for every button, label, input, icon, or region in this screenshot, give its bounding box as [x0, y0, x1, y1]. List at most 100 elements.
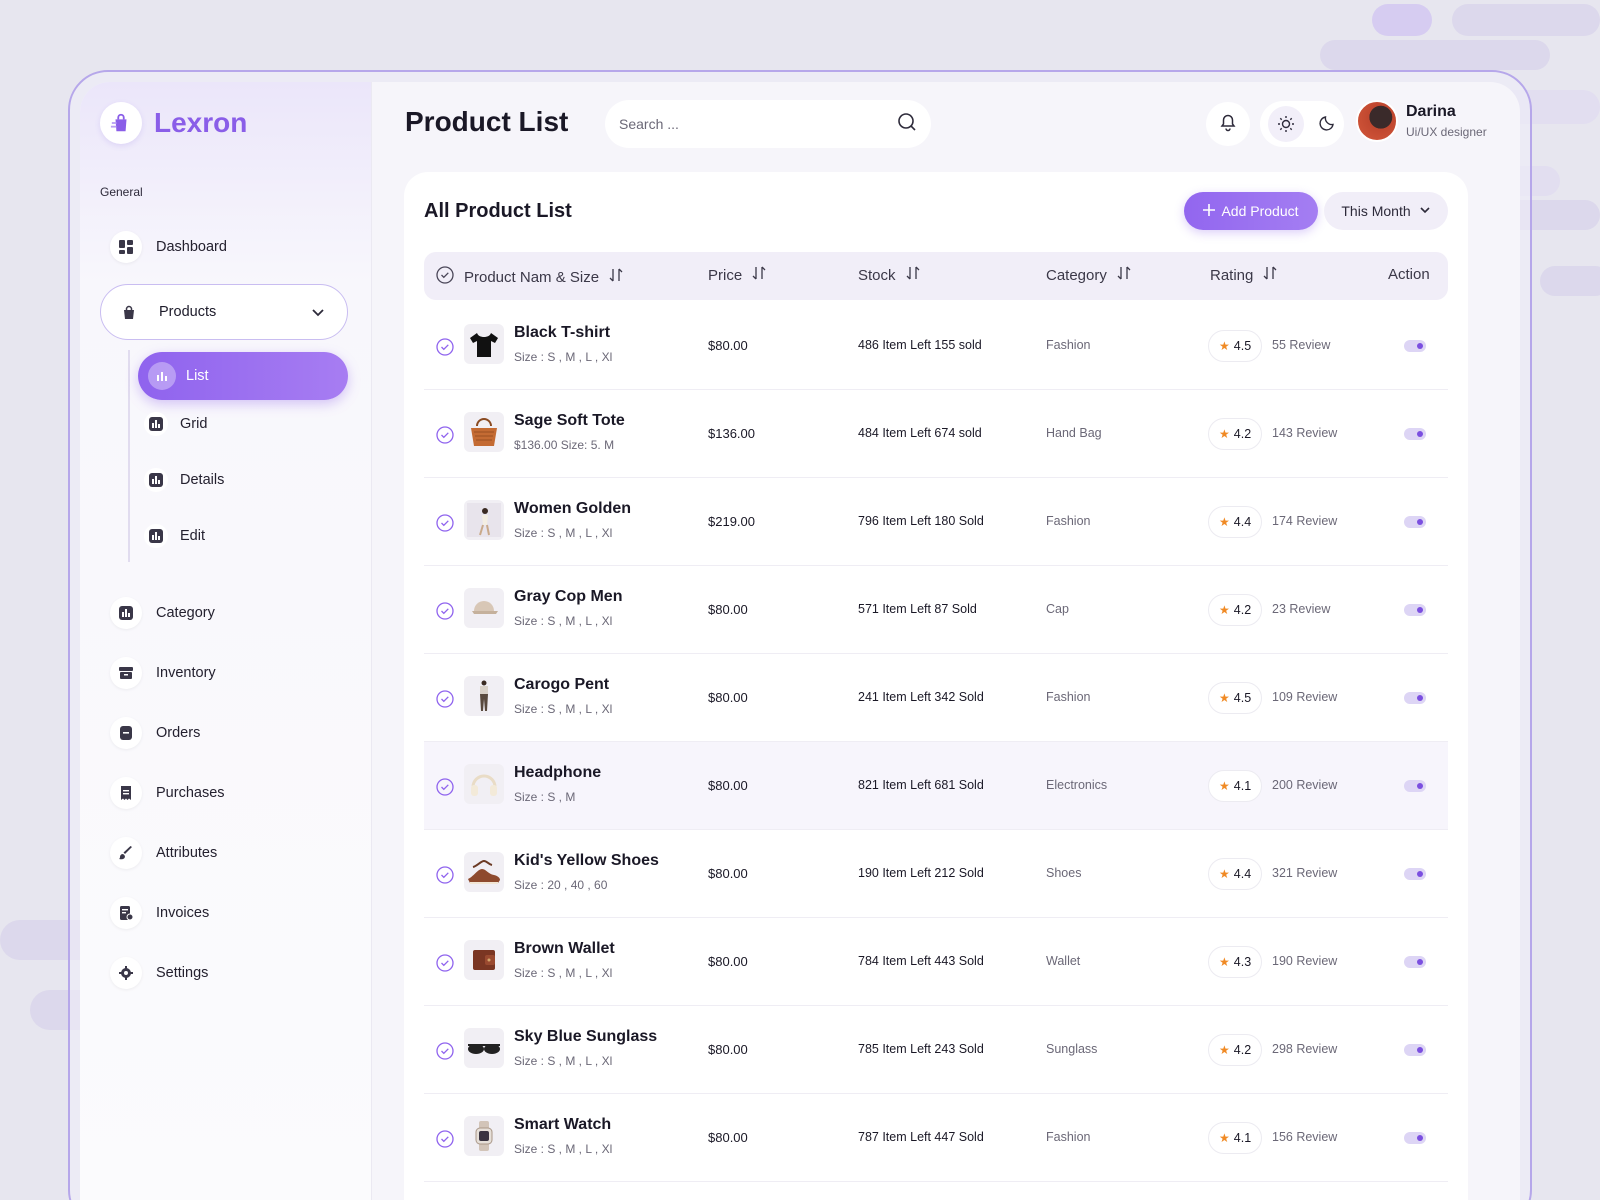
- column-header-action: Action: [1388, 266, 1430, 283]
- product-name[interactable]: Gray Cop Men: [514, 588, 623, 605]
- product-category: Cap: [1046, 602, 1069, 616]
- action-toggle[interactable]: [1404, 780, 1426, 792]
- product-thumbnail: [464, 676, 504, 716]
- row-checkbox[interactable]: [436, 954, 454, 977]
- product-name[interactable]: Sky Blue Sunglass: [514, 1028, 658, 1045]
- search-icon[interactable]: [897, 112, 917, 137]
- submenu-item-grid[interactable]: Grid: [144, 412, 207, 436]
- product-name[interactable]: Smart Watch: [514, 1116, 612, 1133]
- table-row[interactable]: Smart Watch Size : S , M , L , Xl $80.00 78…: [424, 1094, 1448, 1182]
- action-toggle[interactable]: [1404, 340, 1426, 352]
- rating-badge: ★ 4.1: [1208, 770, 1263, 802]
- submenu-item-details[interactable]: Details: [144, 468, 224, 492]
- app-window: Lexron General Dashboard Products List: [80, 82, 1520, 1200]
- moon-icon[interactable]: [1318, 113, 1337, 136]
- product-name[interactable]: Kid's Yellow Shoes: [514, 852, 659, 869]
- submenu-item-list[interactable]: List: [138, 352, 348, 400]
- notification-button[interactable]: [1206, 102, 1250, 146]
- action-toggle[interactable]: [1404, 1132, 1426, 1144]
- row-checkbox[interactable]: [436, 1130, 454, 1153]
- sun-icon[interactable]: [1267, 106, 1304, 142]
- product-thumbnail: [464, 588, 504, 628]
- row-checkbox[interactable]: [436, 514, 454, 537]
- select-all-checkbox[interactable]: [436, 266, 454, 288]
- column-header-category[interactable]: Category: [1046, 266, 1131, 284]
- star-icon: ★: [1219, 691, 1230, 705]
- sidebar-item-attributes[interactable]: Attributes: [110, 837, 217, 869]
- action-toggle[interactable]: [1404, 868, 1426, 880]
- action-toggle[interactable]: [1404, 516, 1426, 528]
- action-toggle[interactable]: [1404, 428, 1426, 440]
- table-row[interactable]: Women Golden Size : S , M , L , Xl $219.00…: [424, 478, 1448, 566]
- action-toggle[interactable]: [1404, 956, 1426, 968]
- sidebar-item-inventory[interactable]: Inventory: [110, 657, 216, 689]
- sort-icon[interactable]: [609, 268, 623, 286]
- row-checkbox[interactable]: [436, 602, 454, 625]
- add-product-button[interactable]: Add Product: [1184, 192, 1318, 230]
- column-header-product[interactable]: Product Nam & Size: [436, 266, 623, 288]
- table-row[interactable]: Gray Cop Men Size : S , M , L , Xl $80.00 5…: [424, 566, 1448, 654]
- product-name[interactable]: Carogo Pent: [514, 676, 610, 693]
- column-header-price[interactable]: Price: [708, 266, 766, 284]
- user-profile[interactable]: Darina Ui/UX designer: [1356, 100, 1487, 142]
- logo[interactable]: Lexron: [100, 102, 247, 144]
- sort-icon[interactable]: [1117, 266, 1131, 284]
- search-input[interactable]: [619, 116, 879, 132]
- sidebar-item-orders[interactable]: Orders: [110, 717, 200, 749]
- table-row[interactable]: Headphone Size : S , M $80.00 821 Item Left…: [424, 742, 1448, 830]
- bag-icon: [113, 296, 145, 328]
- table-row[interactable]: Sage Soft Tote $136.00 Size: 5. M $136.00 4…: [424, 390, 1448, 478]
- column-header-stock[interactable]: Stock: [858, 266, 920, 284]
- rating-value: 4.4: [1233, 867, 1252, 881]
- theme-toggle[interactable]: [1260, 101, 1344, 147]
- sidebar-item-dashboard[interactable]: Dashboard: [110, 231, 227, 263]
- sidebar-item-purchases[interactable]: Purchases: [110, 777, 225, 809]
- product-category: Fashion: [1046, 690, 1091, 704]
- table-row[interactable]: Sky Blue Sunglass Size : S , M , L , Xl $8…: [424, 1006, 1448, 1094]
- product-category: Fashion: [1046, 338, 1091, 352]
- row-checkbox[interactable]: [436, 778, 454, 801]
- review-count: 55 Review: [1272, 338, 1331, 352]
- action-toggle[interactable]: [1404, 692, 1426, 704]
- table-row[interactable]: Kid's Yellow Shoes Size : 20 , 40 , 60 $80…: [424, 830, 1448, 918]
- row-checkbox[interactable]: [436, 1042, 454, 1065]
- column-header-rating[interactable]: Rating: [1210, 266, 1277, 284]
- product-name[interactable]: Headphone: [514, 764, 602, 781]
- product-thumbnail: [464, 324, 504, 364]
- sidebar-item-products[interactable]: Products: [100, 284, 348, 340]
- submenu-item-edit[interactable]: Edit: [144, 524, 205, 548]
- action-toggle[interactable]: [1404, 1044, 1426, 1056]
- action-toggle[interactable]: [1404, 604, 1426, 616]
- sort-icon[interactable]: [906, 266, 920, 284]
- product-thumbnail: [464, 412, 504, 452]
- product-name[interactable]: Women Golden: [514, 500, 632, 517]
- product-stock: 787 Item Left 447 Sold: [858, 1130, 984, 1144]
- sidebar-item-label: Orders: [156, 725, 201, 741]
- sidebar-item-category[interactable]: Category: [110, 597, 215, 629]
- submenu-item-label: Details: [180, 472, 225, 488]
- rating-value: 4.2: [1233, 1043, 1252, 1057]
- card-title: All Product List: [424, 200, 572, 222]
- chart-icon: [144, 412, 168, 436]
- product-name[interactable]: Brown Wallet: [514, 940, 615, 957]
- row-checkbox[interactable]: [436, 338, 454, 361]
- sidebar-item-settings[interactable]: Settings: [110, 957, 208, 989]
- row-checkbox[interactable]: [436, 866, 454, 889]
- product-category: Shoes: [1046, 866, 1082, 880]
- product-name[interactable]: Sage Soft Tote: [514, 412, 625, 429]
- row-checkbox[interactable]: [436, 426, 454, 449]
- table-row[interactable]: Brown Wallet Size : S , M , L , Xl $80.00 7…: [424, 918, 1448, 1006]
- chevron-down-icon[interactable]: [311, 305, 325, 323]
- period-dropdown[interactable]: This Month: [1324, 192, 1448, 230]
- product-stock: 241 Item Left 342 Sold: [858, 690, 984, 704]
- section-label: General: [100, 185, 143, 199]
- sort-icon[interactable]: [1263, 266, 1277, 284]
- sidebar-item-invoices[interactable]: Invoices: [110, 897, 209, 929]
- row-checkbox[interactable]: [436, 690, 454, 713]
- sort-icon[interactable]: [752, 266, 766, 284]
- table-row[interactable]: Black T-shirt Size : S , M , L , Xl $80.00…: [424, 302, 1448, 390]
- product-name[interactable]: Black T-shirt: [514, 324, 611, 341]
- product-category: Fashion: [1046, 514, 1091, 528]
- product-category: Fashion: [1046, 1130, 1091, 1144]
- table-row[interactable]: Carogo Pent Size : S , M , L , Xl $80.00 24…: [424, 654, 1448, 742]
